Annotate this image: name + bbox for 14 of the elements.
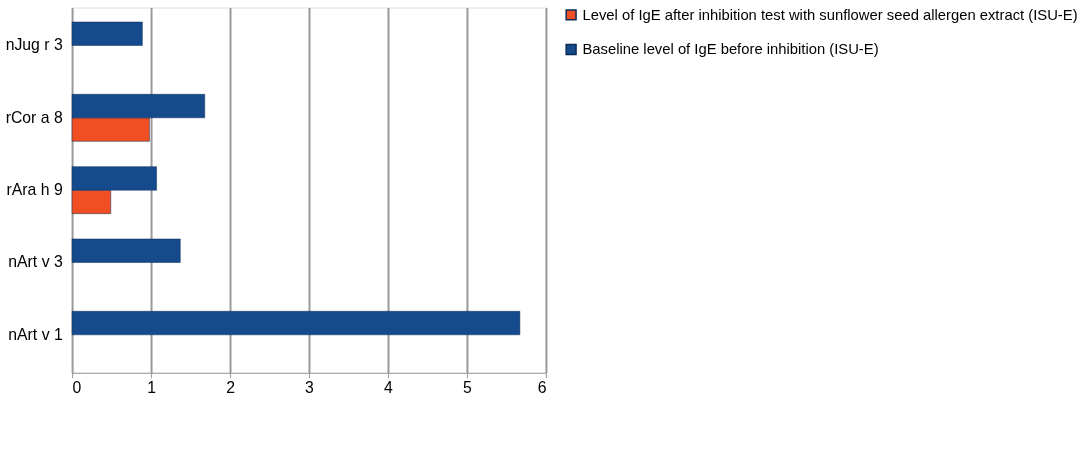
x-tick-label: 3 bbox=[305, 379, 315, 397]
x-tick-label: 5 bbox=[463, 379, 473, 397]
x-tick-label: 1 bbox=[147, 379, 156, 397]
x-tick-label: 6 bbox=[537, 379, 547, 397]
y-tick-label: nArt v 1 bbox=[8, 325, 63, 343]
y-tick-label: rAra h 9 bbox=[6, 181, 63, 199]
x-tick-label: 2 bbox=[226, 379, 235, 397]
y-tick-label: nJug r 3 bbox=[5, 36, 63, 54]
y-tick-label: nArt v 3 bbox=[8, 253, 63, 271]
x-tick-label: 4 bbox=[384, 379, 394, 397]
x-tick-label: 0 bbox=[72, 379, 82, 397]
y-tick-label: rCor a 8 bbox=[5, 108, 63, 126]
legend-label: Level of IgE after inhibition test with sunflower seed allergen extract (ISU-E) bbox=[582, 6, 1078, 23]
legend-label: Baseline level of IgE before inhibition (ISU-E) bbox=[582, 41, 879, 58]
